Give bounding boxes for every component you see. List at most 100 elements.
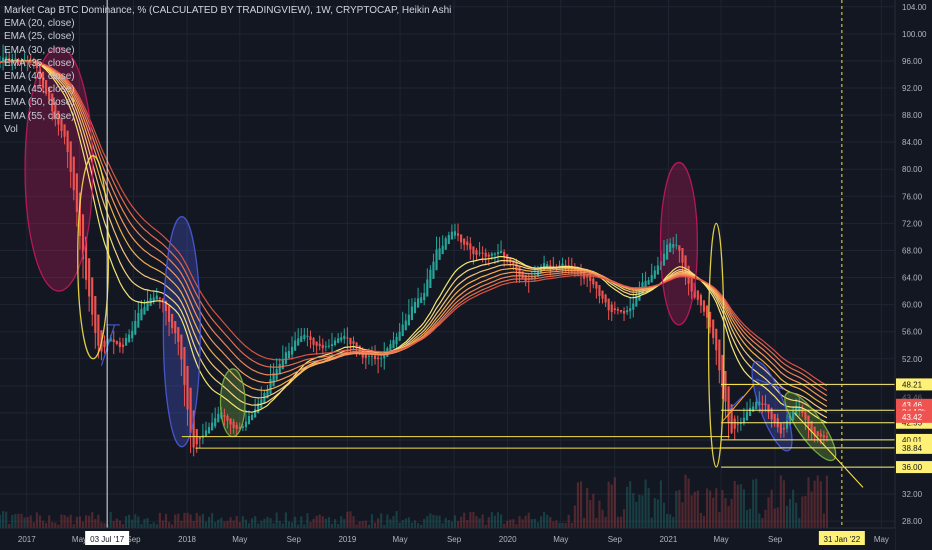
candle-body bbox=[177, 327, 180, 342]
level-price-tag-bg bbox=[896, 378, 932, 391]
candle-body bbox=[5, 56, 8, 60]
volume-bar bbox=[238, 522, 241, 528]
candle-body bbox=[773, 413, 776, 423]
volume-bar bbox=[217, 519, 220, 528]
volume-bar bbox=[380, 513, 383, 528]
candle-body bbox=[804, 411, 807, 420]
indicator-label[interactable]: EMA (25, close) bbox=[4, 31, 75, 43]
volume-bar bbox=[401, 520, 404, 528]
candle-body bbox=[727, 386, 730, 423]
candle-body bbox=[432, 261, 435, 279]
candle-body bbox=[214, 418, 217, 427]
volume-bar bbox=[481, 514, 484, 528]
candle-body bbox=[650, 275, 653, 283]
volume-bar bbox=[456, 521, 460, 528]
volume-bar bbox=[334, 519, 337, 528]
candle-body bbox=[755, 401, 758, 410]
volume-bar bbox=[17, 513, 20, 528]
volume-bar bbox=[195, 512, 198, 528]
volume-bar bbox=[177, 513, 180, 528]
volume-bar bbox=[724, 497, 727, 528]
x-tick-label: Sep bbox=[126, 535, 141, 544]
y-tick-label: 32.00 bbox=[902, 490, 923, 499]
candle-body bbox=[290, 346, 294, 355]
y-faded-label: 43.46 bbox=[902, 393, 923, 402]
volume-bar bbox=[244, 519, 248, 528]
indicator-list: EMA (20, close) EMA (25, close) EMA (30, c… bbox=[4, 17, 451, 136]
candle-body bbox=[466, 241, 469, 246]
candle-body bbox=[678, 245, 681, 251]
volume-bar bbox=[816, 475, 819, 528]
candle-body bbox=[493, 253, 497, 255]
volume-bar bbox=[530, 519, 533, 528]
candle-body bbox=[352, 341, 355, 344]
candle-body bbox=[752, 406, 755, 412]
volume-bar bbox=[395, 511, 398, 528]
x-tick-label: 2019 bbox=[338, 535, 356, 544]
candle-body bbox=[549, 265, 552, 268]
indicator-label[interactable]: EMA (50, close) bbox=[4, 97, 75, 109]
x-tick-label: May bbox=[874, 535, 889, 544]
volume-bar bbox=[736, 484, 739, 528]
candle-body bbox=[601, 290, 604, 299]
candle-body bbox=[137, 313, 140, 328]
candle-body bbox=[389, 344, 392, 353]
volume-bar bbox=[377, 518, 380, 528]
indicator-label[interactable]: EMA (55, close) bbox=[4, 110, 75, 122]
candle-body bbox=[626, 310, 629, 313]
indicator-label[interactable]: EMA (35, close) bbox=[4, 57, 75, 69]
candle-body bbox=[576, 268, 580, 272]
crosshair bbox=[106, 0, 843, 528]
volume-bar bbox=[435, 515, 438, 528]
candle-body bbox=[51, 93, 54, 112]
ema-line-35 bbox=[0, 60, 828, 408]
candle-body bbox=[287, 350, 291, 359]
volume-bar bbox=[186, 512, 189, 528]
volume-bar bbox=[223, 521, 226, 528]
volume-bar bbox=[420, 524, 423, 528]
volume-bar bbox=[715, 488, 718, 528]
volume-bar bbox=[134, 514, 137, 528]
indicator-label[interactable]: EMA (30, close) bbox=[4, 44, 75, 56]
volume-bar bbox=[770, 489, 773, 528]
volume-bar bbox=[226, 520, 229, 528]
volume-bar bbox=[383, 524, 386, 528]
indicator-label[interactable]: EMA (45, close) bbox=[4, 84, 75, 96]
y-tick-label: 52.00 bbox=[902, 355, 923, 364]
volume-bar bbox=[198, 515, 201, 528]
candle-body bbox=[340, 337, 343, 341]
candle-body bbox=[63, 124, 66, 137]
current-price-tag: 43.42 bbox=[902, 413, 923, 422]
ellipse-green-outline bbox=[784, 391, 837, 462]
candle-body bbox=[487, 254, 490, 257]
volume-bar bbox=[779, 475, 782, 528]
candle-body bbox=[792, 410, 795, 421]
candle-body bbox=[343, 335, 346, 339]
volume-bar bbox=[546, 514, 549, 528]
candle-body bbox=[709, 311, 712, 328]
volume-bar bbox=[650, 517, 653, 528]
candle-body bbox=[447, 235, 450, 245]
ellipse-blue-fill bbox=[752, 361, 792, 451]
candle-body bbox=[767, 404, 770, 413]
indicator-label[interactable]: EMA (20, close) bbox=[4, 18, 75, 30]
candle-body bbox=[745, 411, 749, 421]
volume-bar bbox=[647, 487, 650, 528]
time-axis[interactable]: 2017 May Sep 2018 May Sep 2019 May Sep 2020 May Sep… bbox=[0, 527, 895, 550]
candle-body bbox=[41, 71, 45, 89]
volume-bar bbox=[183, 512, 186, 528]
candle-body bbox=[250, 414, 254, 421]
volume-bar bbox=[290, 522, 294, 528]
level-price-tag: 36.00 bbox=[902, 463, 923, 472]
volume-bar bbox=[555, 520, 558, 528]
price-axis[interactable]: 28.0032.0036.0040.0044.0048.0052.0056.00… bbox=[894, 0, 932, 550]
volume-bar bbox=[583, 517, 586, 528]
indicator-label[interactable]: EMA (40, close) bbox=[4, 71, 75, 83]
volume-bar bbox=[312, 518, 315, 528]
candle-body bbox=[749, 407, 752, 417]
candle-body bbox=[453, 231, 457, 236]
indicator-label[interactable]: Vol bbox=[4, 123, 18, 135]
volume-bar bbox=[813, 480, 816, 528]
candle-body bbox=[512, 260, 515, 264]
